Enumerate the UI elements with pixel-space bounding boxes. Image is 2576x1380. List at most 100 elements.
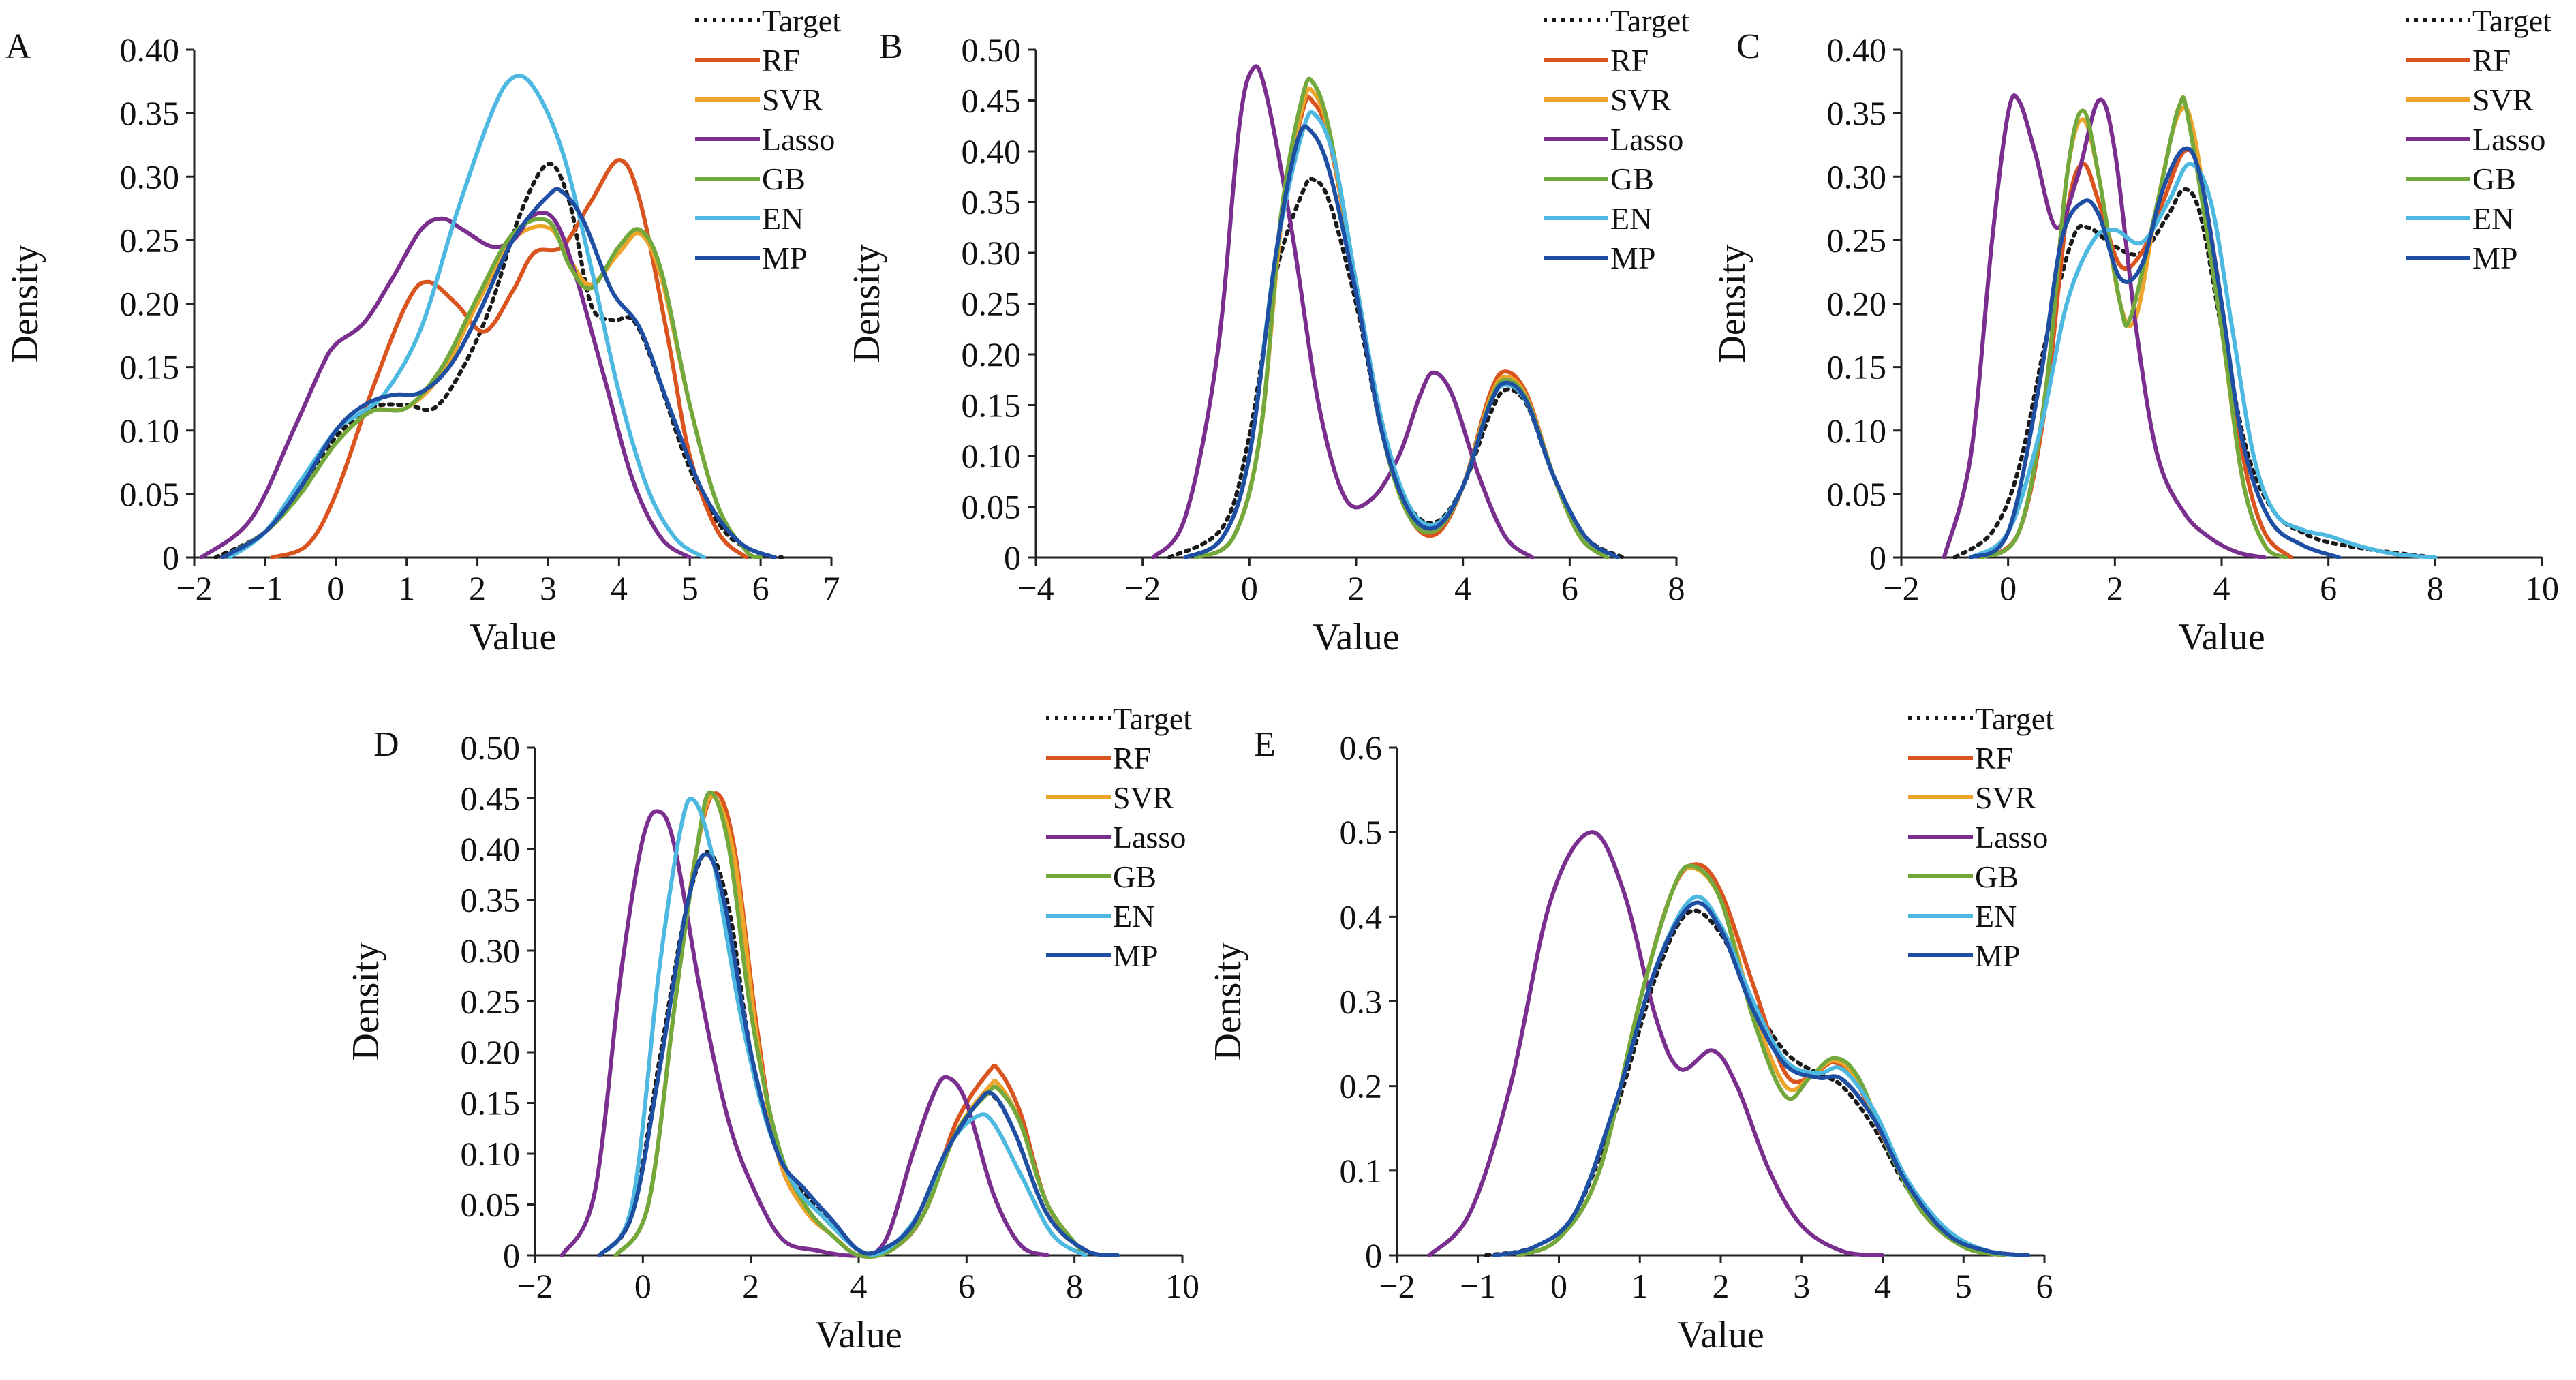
x-tick-label: 2 <box>2106 569 2123 607</box>
x-tick-label: 5 <box>1955 1267 1972 1305</box>
y-axis-title: Density <box>846 244 888 363</box>
legend-label-lasso: Lasso <box>2472 122 2545 157</box>
series-line-rf <box>1516 862 2006 1257</box>
y-tick-label: 0.35 <box>1827 94 1887 132</box>
legend-label-mp: MP <box>2472 241 2517 275</box>
y-tick-label: 0.05 <box>120 475 180 513</box>
y-axis-title: Density <box>4 244 46 363</box>
x-tick-label: 6 <box>2036 1267 2053 1305</box>
legend-label-gb: GB <box>1610 162 1654 196</box>
x-tick-label: 5 <box>681 569 699 607</box>
legend-label-lasso: Lasso <box>762 122 835 157</box>
legend-label-en: EN <box>1975 899 2017 934</box>
legend-label-target: Target <box>762 3 841 38</box>
x-tick-label: 4 <box>850 1267 868 1305</box>
legend-label-rf: RF <box>762 43 800 78</box>
y-tick-label: 0.30 <box>120 157 180 196</box>
y-tick-label: 0.2 <box>1340 1067 1383 1105</box>
legend-label-en: EN <box>1113 899 1154 934</box>
y-axis-title: Density <box>1711 244 1753 363</box>
series-line-svr <box>220 224 763 559</box>
y-tick-label: 0.30 <box>962 234 1022 272</box>
panel-d: D 0 0.05 0.10 0.15 0.20 0.25 0.30 0.35 0.40 0.45 0.… <box>345 701 1199 1356</box>
y-tick-label: 0.20 <box>962 335 1022 373</box>
series-line-gb <box>220 217 763 559</box>
y-tick-label: 0.25 <box>1827 221 1887 259</box>
legend-label-rf: RF <box>1113 741 1151 776</box>
panel-letter: E <box>1254 725 1276 764</box>
x-axis-title: Value <box>1313 616 1400 658</box>
legend-label-lasso: Lasso <box>1975 820 2048 855</box>
legend-label-en: EN <box>762 201 803 236</box>
x-tick-label: 0 <box>327 569 344 607</box>
y-tick-label: 0.35 <box>461 881 521 919</box>
series-line-mp <box>1968 146 2342 559</box>
legend-label-rf: RF <box>1975 741 2013 776</box>
y-tick-label: 0.05 <box>1827 475 1887 513</box>
x-tick-label: −2 <box>1124 569 1161 607</box>
legend-label-lasso: Lasso <box>1610 122 1683 157</box>
x-tick-label: −1 <box>1460 1267 1496 1305</box>
panel-c: C00.050.100.150.200.250.300.350.40−2 0 2 4 6… <box>1711 3 2559 658</box>
x-tick-label: 1 <box>1631 1267 1649 1305</box>
x-tick-label: −4 <box>1017 569 1054 607</box>
y-tick-label: 0 <box>162 538 179 577</box>
legend-label-svr: SVR <box>1113 780 1174 815</box>
legend-label-en: EN <box>2472 201 2514 236</box>
y-tick-label: 0.1 <box>1340 1152 1383 1190</box>
y-tick-label: 0.3 <box>1340 983 1383 1021</box>
x-tick-label: 6 <box>958 1267 975 1305</box>
series-line-gb <box>1979 95 2288 559</box>
y-tick-label: 0 <box>1365 1236 1382 1274</box>
legend-label-svr: SVR <box>1610 82 1672 117</box>
series-line-lasso <box>199 210 692 559</box>
x-tick-label: −1 <box>247 569 283 607</box>
legend-label-gb: GB <box>1975 859 2019 894</box>
series-line-svr <box>1516 865 2006 1257</box>
x-tick-label: 3 <box>1793 1267 1810 1305</box>
y-tick-label: 0.10 <box>962 437 1022 475</box>
x-axis-title: Value <box>2178 616 2265 658</box>
legend: Target RF SVR Lasso GB EN MP <box>2406 3 2551 275</box>
panel-a: A 0 0.05 0.10 0.15 0.20 0.25 0.30 0.35 0.40 −2 −1 0 1… <box>4 3 841 658</box>
series-line-target <box>1484 908 2031 1257</box>
legend-label-svr: SVR <box>2472 82 2534 117</box>
x-tick-label: 6 <box>1561 569 1578 607</box>
x-tick-label: 4 <box>611 569 628 607</box>
x-tick-label: 0 <box>634 1267 651 1305</box>
y-tick-label: 0.35 <box>120 94 180 132</box>
y-tick-label: 0.15 <box>1827 348 1887 386</box>
x-tick-label: 2 <box>469 569 486 607</box>
y-tick-label: 0.5 <box>1340 813 1383 851</box>
x-tick-label: 2 <box>742 1267 759 1305</box>
y-tick-label: 0.20 <box>461 1033 521 1071</box>
y-tick-label: 0.25 <box>962 285 1022 323</box>
legend-label-target: Target <box>1113 701 1192 736</box>
series-line-lasso <box>559 809 1050 1258</box>
y-tick-label: 0.15 <box>461 1084 521 1122</box>
y-tick-label: 0.45 <box>962 82 1022 120</box>
legend-label-mp: MP <box>1975 938 2020 973</box>
y-tick-label: 0.25 <box>120 221 180 259</box>
y-tick-label: 0.40 <box>120 31 180 69</box>
x-tick-label: 0 <box>1241 569 1258 607</box>
y-tick-label: 0.40 <box>461 830 521 868</box>
y-tick-label: 0.15 <box>962 386 1022 425</box>
legend-label-mp: MP <box>762 241 807 275</box>
y-tick-label: 0 <box>1004 538 1021 577</box>
x-tick-label: 6 <box>2320 569 2337 607</box>
series-line-mp <box>1183 124 1620 559</box>
legend-label-mp: MP <box>1113 938 1158 973</box>
x-tick-label: −2 <box>1379 1267 1415 1305</box>
legend-label-lasso: Lasso <box>1113 820 1186 855</box>
x-tick-label: 3 <box>540 569 557 607</box>
y-tick-label: 0.05 <box>962 488 1022 526</box>
series-line-en <box>1492 894 2031 1257</box>
x-tick-label: 0 <box>1999 569 2017 607</box>
y-tick-label: 0.10 <box>1827 412 1887 450</box>
legend-label-target: Target <box>1610 3 1689 38</box>
series-line-mp <box>598 852 1120 1257</box>
series-line-lasso <box>1427 830 1885 1257</box>
x-tick-label: 2 <box>1713 1267 1730 1305</box>
